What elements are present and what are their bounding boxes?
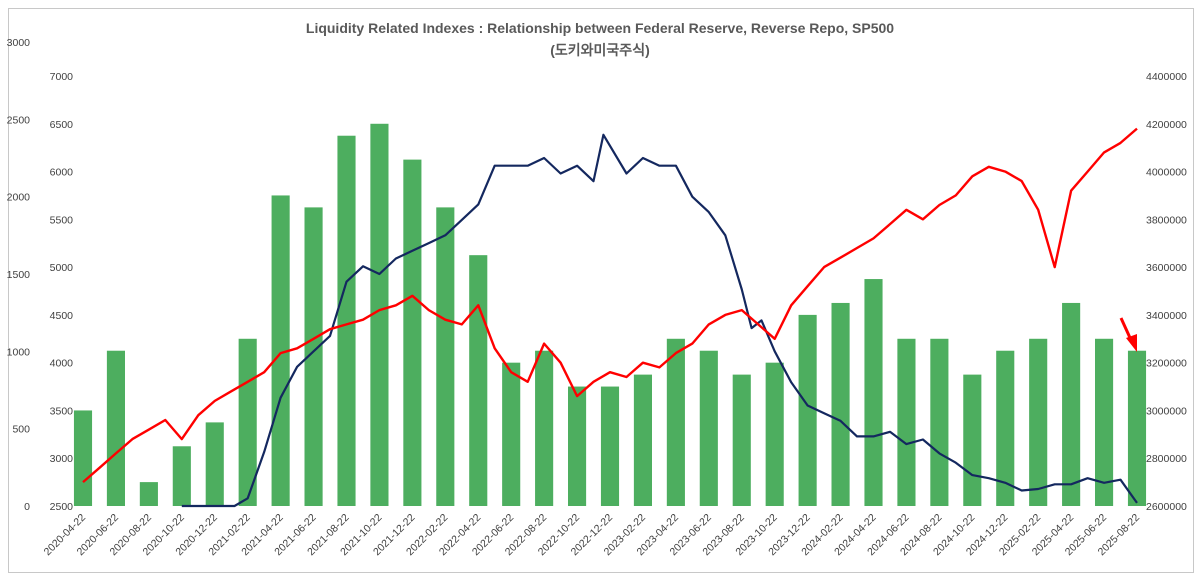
arrow-head-icon: [1126, 334, 1137, 352]
fed-bar: [370, 123, 389, 507]
left-inner-tick-label: 6500: [50, 119, 74, 131]
reverse-repo-line: [181, 133, 1138, 508]
chart-subtitle: (도키와미국주식): [550, 42, 650, 58]
fed-bar: [699, 350, 718, 506]
fed-bar: [732, 374, 751, 506]
fed-bar: [600, 386, 620, 506]
left-outer-tick-label: 500: [12, 424, 30, 436]
fed-bar: [73, 410, 93, 506]
fed-bar: [1062, 302, 1081, 506]
right-axis: 2600000 2800000 3000000 3200000 3400000 36000…: [1146, 71, 1187, 513]
right-tick-label: 4400000: [1146, 71, 1187, 83]
fed-bar: [897, 338, 916, 506]
left-inner-tick-label: 3500: [50, 405, 74, 417]
fed-bar: [271, 195, 290, 506]
chart-frame: [8, 8, 1194, 573]
arrow-shaft: [1119, 317, 1133, 341]
sp500-line: [82, 127, 1138, 484]
fed-bar: [139, 482, 158, 506]
right-tick-label: 2800000: [1146, 453, 1187, 465]
left-outer-tick-label: 1500: [7, 269, 31, 281]
fed-bar: [106, 350, 125, 506]
left-inner-tick-label: 7000: [50, 71, 74, 83]
left-inner-tick-label: 2500: [50, 501, 74, 513]
fed-bar: [205, 422, 224, 506]
left-outer-tick-label: 0: [24, 501, 30, 513]
right-tick-label: 4000000: [1146, 167, 1187, 179]
left-inner-tick-label: 3000: [50, 453, 74, 465]
fed-bar: [535, 350, 554, 506]
fed-bar: [996, 350, 1015, 506]
fed-bar: [930, 338, 949, 506]
right-tick-label: 3800000: [1146, 214, 1187, 226]
left-outer-tick-label: 3000: [7, 37, 31, 49]
left-inner-tick-label: 5000: [50, 262, 74, 274]
x-axis: 2020-04-222020-06-222020-08-222020-10-22…: [42, 512, 1143, 559]
fed-bar: [304, 207, 323, 506]
fed-bars-layer: [73, 123, 1147, 507]
fed-bar: [666, 338, 685, 506]
right-tick-label: 3400000: [1146, 310, 1187, 322]
right-tick-label: 3200000: [1146, 358, 1187, 370]
fed-bar: [337, 135, 356, 506]
fed-bar: [798, 314, 817, 506]
fed-bar: [238, 338, 257, 506]
left-inner-tick-label: 4500: [50, 310, 74, 322]
fed-bar: [172, 446, 191, 506]
right-tick-label: 3000000: [1146, 405, 1187, 417]
down-arrow-annotation: [1119, 317, 1137, 352]
fed-bar: [568, 386, 587, 506]
fed-bar: [469, 255, 488, 506]
left-inner-tick-label: 6000: [50, 167, 74, 179]
left-inner-tick-label: 4000: [50, 358, 74, 370]
fed-bar: [633, 374, 652, 506]
fed-bar: [1127, 350, 1147, 506]
fed-bar: [436, 207, 455, 506]
left-inner-axis: 2500 3000 3500 4000 4500 5000 5500 6000 6500 7000: [50, 71, 74, 513]
fed-bar: [1095, 338, 1114, 506]
right-tick-label: 3600000: [1146, 262, 1187, 274]
left-outer-tick-label: 2500: [7, 114, 31, 126]
fed-bar: [1029, 338, 1048, 506]
fed-bar: [502, 362, 521, 506]
left-inner-tick-label: 5500: [50, 214, 74, 226]
fed-bar: [765, 362, 784, 506]
right-tick-label: 4200000: [1146, 119, 1187, 131]
right-tick-label: 2600000: [1146, 501, 1187, 513]
fed-bar: [831, 302, 850, 506]
chart-title: Liquidity Related Indexes : Relationship…: [305, 20, 895, 36]
left-outer-axis: 0 500 1000 1500 2000 2500 3000: [7, 37, 31, 513]
fed-bar: [864, 279, 883, 506]
left-outer-tick-label: 1000: [7, 346, 31, 358]
fed-bar: [403, 159, 422, 506]
fed-bar: [963, 374, 982, 506]
left-outer-tick-label: 2000: [7, 192, 31, 204]
